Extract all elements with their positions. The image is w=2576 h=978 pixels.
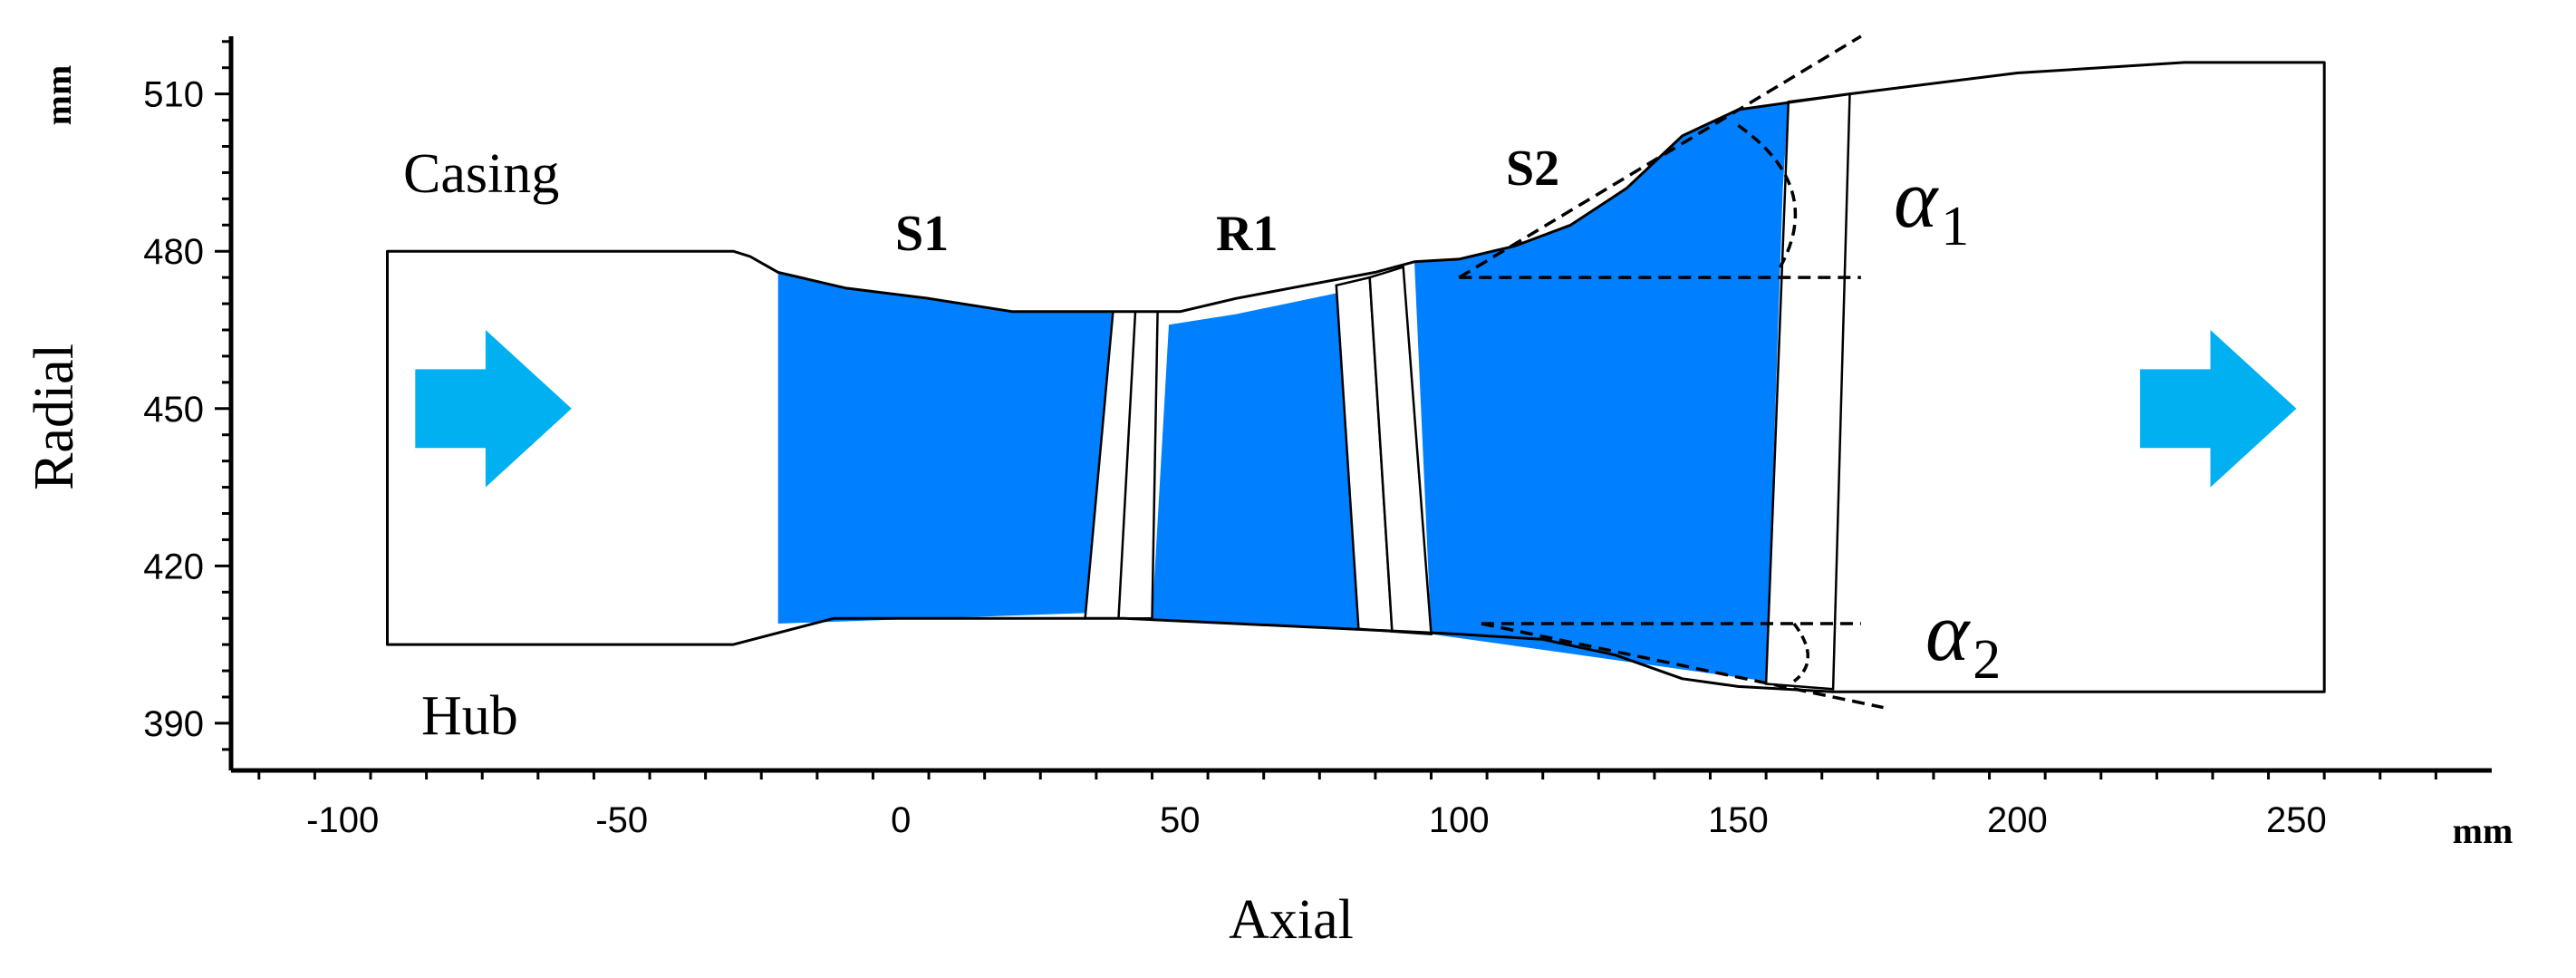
blade-region-2: [1152, 293, 1359, 629]
x-tick-label: -100: [306, 800, 379, 840]
flow-arrow-icon-1: [415, 330, 572, 488]
angle-label-alpha2: α2: [1925, 586, 2001, 691]
casing-label: Casing: [403, 143, 559, 205]
x-tick-label: 50: [1160, 800, 1201, 840]
x-axis-unit: mm: [2453, 810, 2513, 851]
y-tick-label: 510: [143, 75, 204, 115]
blade-region-3: [1414, 102, 1789, 682]
y-axis-unit: mm: [38, 65, 79, 126]
x-tick-label: 250: [2266, 800, 2327, 840]
plot-area: [386, 34, 2326, 710]
dashed-reference-line-2: [1458, 34, 1862, 279]
x-tick-label: 100: [1429, 800, 1490, 840]
region-label-s2: S2: [1506, 140, 1559, 197]
x-axis-title: Axial: [1229, 889, 1354, 951]
x-tick-label: -50: [595, 800, 648, 840]
x-tick-label: 150: [1708, 800, 1769, 840]
axes: -100 -50 0 50 100 150 200 250 390 420 450 480 510: [143, 36, 2492, 840]
y-tick-label: 390: [143, 704, 204, 744]
angle-label-alpha1: α1: [1894, 152, 1969, 257]
region-label-s1: S1: [895, 206, 949, 262]
y-tick-label: 450: [143, 390, 204, 430]
angle-arc-alpha1: [1737, 123, 1798, 274]
blade-region-1: [777, 272, 1114, 624]
angle-arc-alpha2: [1792, 622, 1809, 683]
y-axis-title: Radial: [24, 344, 85, 490]
dashed-reference-line-4: [1481, 622, 1884, 710]
x-tick-label: 0: [891, 800, 911, 840]
y-tick-label: 480: [143, 232, 204, 272]
duct-outline: [386, 61, 2326, 693]
y-tick-label: 420: [143, 547, 204, 586]
region-label-r1: R1: [1216, 206, 1278, 262]
x-tick-label: 200: [1987, 800, 2048, 840]
hub-label: Hub: [421, 685, 518, 747]
flow-arrow-icon-2: [2139, 330, 2297, 488]
